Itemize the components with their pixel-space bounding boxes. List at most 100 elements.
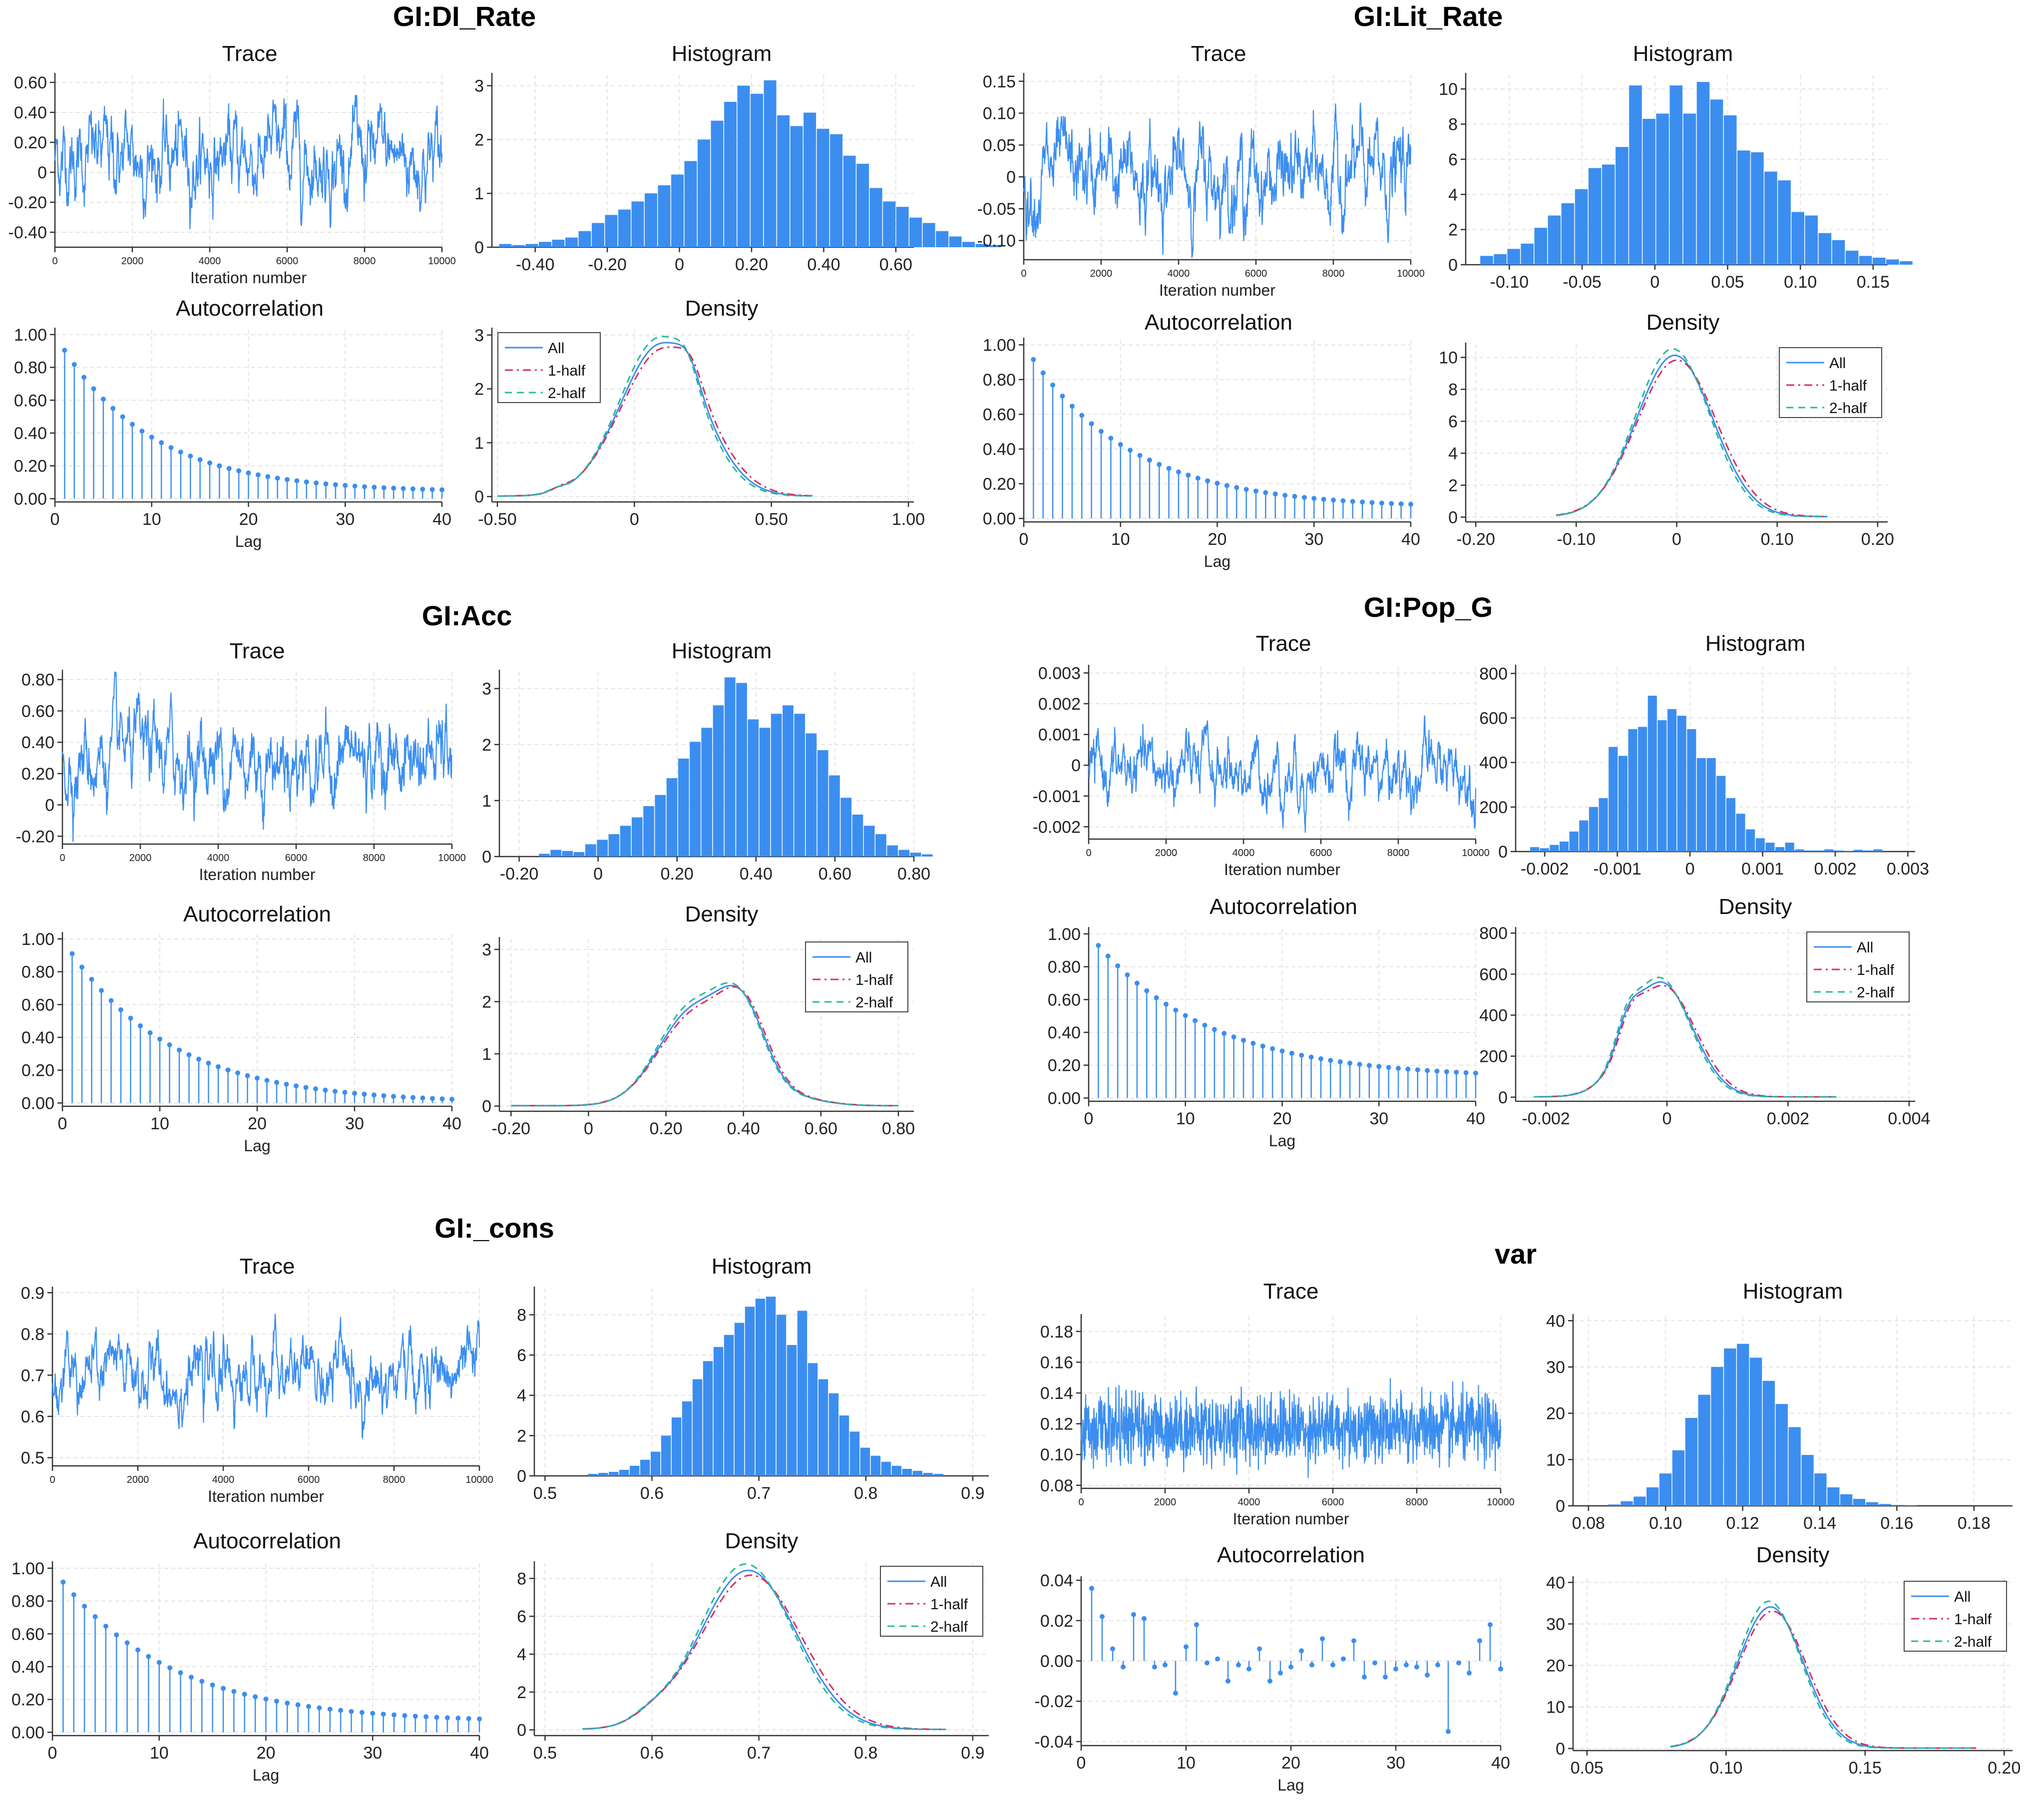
y-tick-label: 0 — [474, 238, 484, 257]
density-1-half-line — [1534, 984, 1837, 1098]
histogram-bar — [1672, 1450, 1685, 1506]
acf-marker — [1186, 472, 1191, 478]
histogram-bar — [1646, 1487, 1659, 1506]
x-tick-label: 10 — [150, 1744, 169, 1763]
acf-marker — [381, 1712, 386, 1717]
acf-marker — [1060, 394, 1065, 399]
trace-subplot: Trace -0.20 0 0.20 0.40 0.60 0.80 0 2000 4000 6000… — [16, 639, 466, 884]
y-tick-label: 0.14 — [1040, 1384, 1073, 1403]
autocorrelation-title: Autocorrelation — [1145, 310, 1292, 335]
acf-marker — [343, 482, 348, 488]
legend-box — [1904, 1581, 2007, 1652]
histogram-bar — [1647, 695, 1657, 852]
acf-marker — [1467, 1670, 1472, 1676]
x-tick-label: 0 — [1650, 273, 1659, 292]
autocorrelation-title: Autocorrelation — [1217, 1543, 1365, 1567]
histogram-bar — [598, 1472, 608, 1476]
histogram-bar — [1638, 727, 1647, 852]
x-axis-label: Iteration number — [1232, 1510, 1349, 1528]
density-title: Density — [685, 902, 759, 926]
y-tick-label: 30 — [1546, 1615, 1565, 1634]
y-tick-label: 0.60 — [983, 405, 1016, 424]
acf-marker — [1184, 1644, 1189, 1650]
y-tick-label: 0.003 — [1038, 664, 1081, 683]
acf-marker — [313, 1086, 318, 1092]
y-tick-label: 400 — [1479, 1006, 1508, 1025]
acf-marker — [1212, 1027, 1217, 1032]
acf-marker — [1134, 980, 1140, 986]
histogram-bar — [1824, 849, 1834, 852]
acf-marker — [1236, 1662, 1241, 1668]
autocorrelation-title: Autocorrelation — [1210, 895, 1357, 919]
histogram-bar — [525, 244, 538, 247]
x-tick-label: 0 — [1019, 530, 1029, 549]
autocorrelation-subplot: Autocorrelation0.000.200.400.600.801.000… — [11, 1529, 489, 1784]
histogram-bar — [1540, 848, 1549, 852]
histogram-bar — [1751, 152, 1764, 265]
acf-marker — [1166, 465, 1172, 471]
x-tick-label: 0.10 — [1649, 1514, 1682, 1533]
histogram-bar — [661, 1435, 671, 1476]
acf-marker — [1347, 1060, 1353, 1066]
x-tick-label: 0 — [584, 1119, 593, 1138]
histogram-bar — [1724, 1348, 1736, 1506]
acf-marker — [420, 486, 425, 492]
panel-title: GI:Acc — [422, 600, 512, 631]
acf-marker — [1309, 1662, 1314, 1668]
histogram-bar — [711, 120, 724, 247]
histogram-bar — [1706, 758, 1716, 852]
x-tick-label: 0.60 — [818, 865, 851, 884]
acf-marker — [1393, 1666, 1398, 1672]
histogram-bar — [806, 733, 817, 857]
diagnostic-panel-gi-lit-rate: GI:Lit_Rate Trace -0.10 -0.05 0 0.05 0.10 0.15 0… — [977, 0, 1913, 570]
histogram-subplot: Histogram 0 200 400 600 800 -0.002 -0.001 0 0.001… — [1479, 631, 1929, 879]
acf-marker — [1278, 1670, 1283, 1676]
acf-marker — [455, 1716, 461, 1721]
histogram-bar — [839, 1415, 849, 1476]
acf-marker — [1152, 1664, 1157, 1670]
x-tick-label: 20 — [1273, 1109, 1292, 1128]
acf-marker — [1320, 1636, 1325, 1642]
histogram-bar — [856, 163, 869, 247]
histogram-bar — [1892, 1505, 1904, 1506]
y-tick-label: 0 — [517, 1721, 526, 1740]
acf-marker — [317, 1705, 322, 1711]
acf-marker — [186, 1052, 192, 1058]
density-axes: 0 200 400 600 800 -0.002 0 0.002 0.004 — [1479, 924, 1930, 1128]
y-tick-label: 6 — [1448, 150, 1458, 169]
trace-title: Trace — [1191, 41, 1246, 66]
histogram-bar — [1840, 1494, 1853, 1506]
acf-marker — [210, 1682, 215, 1688]
y-tick-label: 0.40 — [1048, 1023, 1081, 1042]
trace-series-line — [51, 1314, 480, 1440]
x-tick-label: -0.002 — [1522, 1109, 1570, 1128]
acf-marker — [1163, 1662, 1168, 1668]
histogram-bar — [703, 1361, 713, 1476]
acf-marker — [1183, 1013, 1188, 1018]
acf-marker — [226, 465, 232, 471]
histogram-bar — [1530, 847, 1540, 852]
y-tick-label: 1.00 — [14, 326, 47, 345]
histogram-bar — [933, 1473, 943, 1476]
x-tick-label: 0.08 — [1572, 1514, 1605, 1533]
y-tick-label: 8 — [1448, 381, 1458, 400]
acf-marker — [430, 1096, 435, 1101]
trace-subplot: Trace -0.10 -0.05 0 0.05 0.10 0.15 0 2000 4000 600… — [977, 41, 1425, 299]
acf-marker — [1246, 1666, 1251, 1672]
x-tick-label: 10 — [142, 510, 161, 529]
legend-label: 1-half — [548, 363, 586, 379]
y-tick-label: -0.05 — [977, 200, 1016, 219]
acf-marker — [1260, 1043, 1265, 1049]
acf-marker — [1040, 370, 1046, 376]
histogram-bar — [736, 683, 747, 857]
y-tick-label: 1.00 — [11, 1559, 44, 1578]
acf-marker — [168, 445, 174, 451]
y-tick-label: -0.40 — [8, 223, 47, 242]
x-tick-label: 0 — [1084, 1109, 1094, 1128]
autocorrelation-axes: 0.00 0.20 0.40 0.60 0.80 1.00 0 10 20 30 40 — [1048, 925, 1485, 1128]
acf-marker — [69, 951, 75, 956]
histogram-bar — [1629, 85, 1642, 265]
trace-title: Trace — [1256, 631, 1311, 656]
density-title: Density — [1719, 895, 1792, 919]
histogram-bar — [870, 1455, 881, 1476]
